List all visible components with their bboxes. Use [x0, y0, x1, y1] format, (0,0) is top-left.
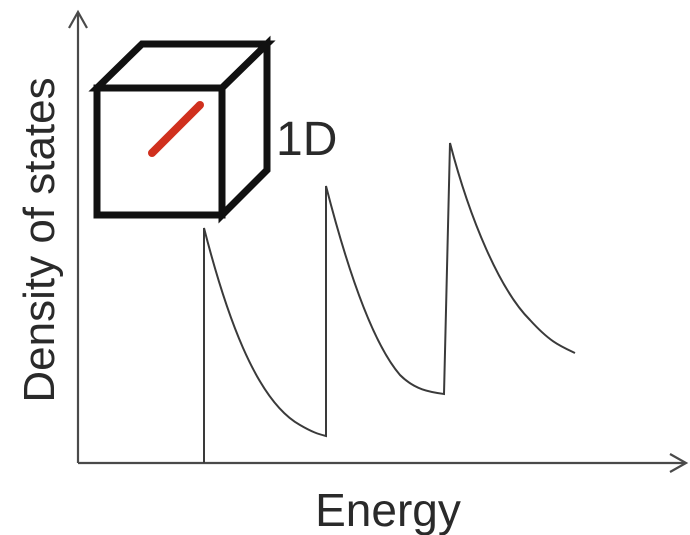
y-axis-label: Density of states	[15, 77, 64, 402]
x-axis-label: Energy	[315, 484, 461, 535]
inset-label: 1D	[276, 113, 337, 166]
diagram: 1D Energy Density of states	[0, 0, 690, 535]
dos-curve	[204, 143, 575, 463]
page: 1D Energy Density of states (() => { con…	[0, 0, 690, 535]
